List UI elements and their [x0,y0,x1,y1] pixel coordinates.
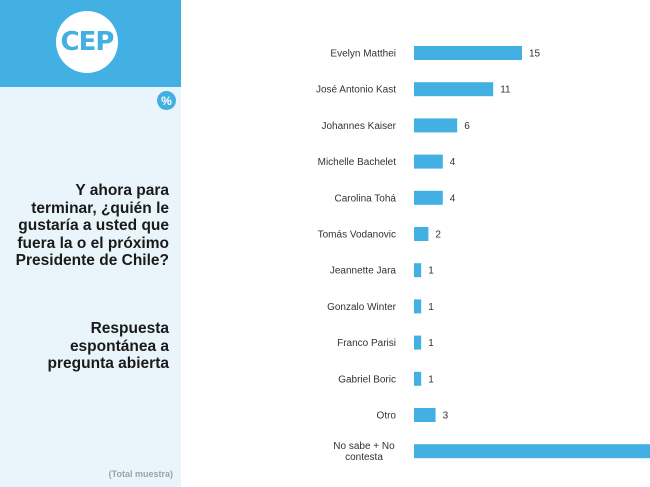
bar [414,299,422,314]
bar [414,444,650,459]
category-label: Carolina Tohá [334,193,396,204]
header-band: CEP [0,0,181,87]
value-label: 4 [450,157,456,168]
category-label: Gonzalo Winter [327,302,397,313]
subtitle-text: Respuesta espontánea a pregunta abierta [47,320,169,372]
value-label: 15 [529,49,541,60]
category-label: No sabe + No contesta [333,441,395,463]
category-label: Tomás Vodanovic [318,230,396,241]
bar [414,371,422,386]
value-label: 6 [464,121,470,132]
bar [414,154,443,169]
category-label: Evelyn Matthei [330,49,396,60]
value-label: 11 [500,85,511,96]
value-label: 1 [428,374,434,385]
value-label: 1 [428,266,434,277]
category-label: José Antonio Kast [316,85,396,96]
bar [414,335,422,350]
value-label: 4 [450,193,456,204]
value-label: 3 [443,411,449,422]
bar [414,263,422,278]
percent-icon: % [157,91,176,110]
category-label: Michelle Bachelet [318,157,397,168]
cep-logo: CEP [56,11,118,73]
value-label: 1 [428,302,434,313]
bar [414,82,494,97]
left-panel: CEP % Y ahora para terminar, ¿quién le g… [0,0,181,487]
category-label: Otro [377,411,397,422]
category-label: Franco Parisi [337,338,396,349]
bar [414,227,429,241]
category-label: Jeannette Jara [330,266,397,277]
logo-text: CEP [60,27,115,57]
bar [414,408,436,422]
footnote: (Total muestra) [108,469,173,479]
bar [414,190,443,205]
category-label: Gabriel Boric [338,374,396,385]
bar [414,46,522,60]
value-label: 2 [435,230,441,241]
category-label: Johannes Kaiser [322,121,397,132]
value-label: 1 [428,338,434,349]
question-text: Y ahora para terminar, ¿quién le gustarí… [15,182,169,269]
bar [414,118,458,133]
